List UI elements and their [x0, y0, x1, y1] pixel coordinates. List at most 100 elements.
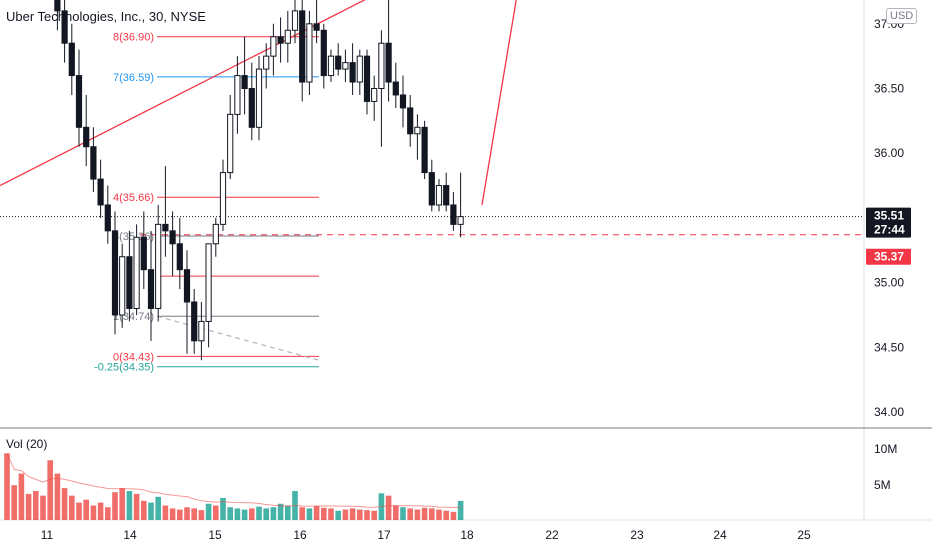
candle-body	[155, 223, 162, 309]
candle-body	[183, 269, 191, 303]
fib-trend-line	[156, 315, 320, 361]
fib-level-label: 4(35.66)	[113, 192, 154, 204]
volume-bar	[443, 510, 449, 520]
volume-bar	[4, 453, 10, 520]
candle-body	[320, 29, 327, 77]
x-tick-label: 24	[713, 528, 727, 542]
volume-bar	[414, 509, 421, 520]
volume-bar	[342, 509, 349, 520]
volume-bar	[141, 500, 147, 520]
currency-badge[interactable]: USD	[886, 8, 918, 24]
price-label-current-price: 35.51	[874, 209, 904, 223]
volume-bar	[421, 507, 428, 520]
candle-body	[392, 81, 399, 96]
candle-body	[191, 301, 198, 342]
volume-bar	[364, 510, 370, 520]
volume-bar	[349, 508, 356, 520]
price-label-box	[866, 221, 911, 238]
candle-body	[371, 88, 378, 102]
candle-body	[90, 146, 97, 180]
volume-bar	[313, 506, 320, 520]
volume-bar	[97, 502, 104, 520]
volume-bar	[241, 509, 248, 520]
volume-bar	[393, 505, 399, 520]
fib-level-label: 7(36.59)	[113, 72, 154, 84]
candle-body	[378, 42, 385, 89]
volume-bar	[191, 508, 197, 520]
candle-body	[363, 55, 371, 102]
candle-body	[349, 62, 356, 83]
candle-body	[176, 243, 183, 271]
volume-bar	[11, 485, 17, 520]
volume-bar	[371, 510, 377, 520]
volume-tick-label: 10M	[874, 442, 897, 456]
volume-bar	[277, 503, 284, 520]
volume-bar	[328, 508, 334, 520]
volume-bar	[90, 505, 97, 520]
candle-body	[435, 185, 443, 206]
candle-body	[205, 243, 212, 322]
trend-line	[0, 0, 366, 187]
volume-bar	[76, 502, 82, 520]
volume-bar	[256, 506, 262, 520]
candle-body	[234, 75, 241, 115]
candle-body	[61, 10, 68, 44]
volume-bar	[105, 507, 111, 520]
candle-body	[68, 42, 75, 77]
candle-body	[104, 204, 111, 232]
x-tick-label: 25	[797, 528, 811, 542]
volume-bar	[112, 492, 118, 520]
x-tick-label: 14	[123, 528, 137, 542]
volume-bar	[119, 488, 125, 520]
candle-body	[414, 126, 421, 135]
volume-bar	[18, 473, 25, 520]
volume-bar	[249, 508, 255, 520]
x-tick-label: 15	[208, 528, 222, 542]
volume-bar	[61, 488, 68, 520]
volume-bar	[126, 491, 133, 520]
volume-bar	[184, 507, 190, 520]
candle-body	[457, 216, 464, 225]
candle-body	[263, 55, 270, 70]
volume-bar	[40, 495, 46, 520]
volume-bar	[234, 508, 241, 520]
volume-bar	[33, 491, 39, 520]
price-label-support: 35.37	[874, 250, 904, 264]
candle-body	[119, 256, 126, 316]
x-tick-label: 16	[293, 528, 307, 542]
volume-bar	[25, 493, 32, 520]
volume-bar	[299, 507, 305, 520]
fib-level-label: 8(36.90)	[113, 32, 154, 44]
candle-body	[97, 178, 104, 206]
volume-bar	[400, 507, 406, 520]
candle-body	[227, 113, 234, 174]
projection-arrow	[481, 0, 517, 206]
volume-bar	[321, 507, 327, 520]
candle-body	[327, 55, 335, 77]
candle-body	[450, 204, 457, 225]
volume-bar	[148, 502, 154, 520]
price-label-countdown: 27:44	[874, 223, 905, 237]
volume-bar	[357, 509, 363, 520]
candle-body	[335, 55, 342, 70]
volume-bar	[169, 508, 176, 520]
volume-bar	[285, 505, 291, 520]
candle-body	[407, 107, 414, 135]
volume-bar	[198, 510, 205, 520]
volume-bar	[83, 499, 89, 520]
candle-body	[126, 256, 133, 309]
candle-body	[255, 68, 263, 128]
candle-body	[356, 55, 363, 83]
candle-body	[443, 185, 450, 206]
candle-body	[241, 75, 248, 89]
candle-body	[140, 236, 147, 271]
candle-body	[385, 42, 392, 83]
candle-body	[54, 0, 61, 12]
candle-body	[291, 10, 299, 31]
volume-bar	[47, 460, 53, 520]
candle-body	[111, 230, 119, 316]
candle-body	[147, 269, 155, 309]
volume-bar	[54, 473, 61, 520]
candle-body	[75, 75, 83, 128]
